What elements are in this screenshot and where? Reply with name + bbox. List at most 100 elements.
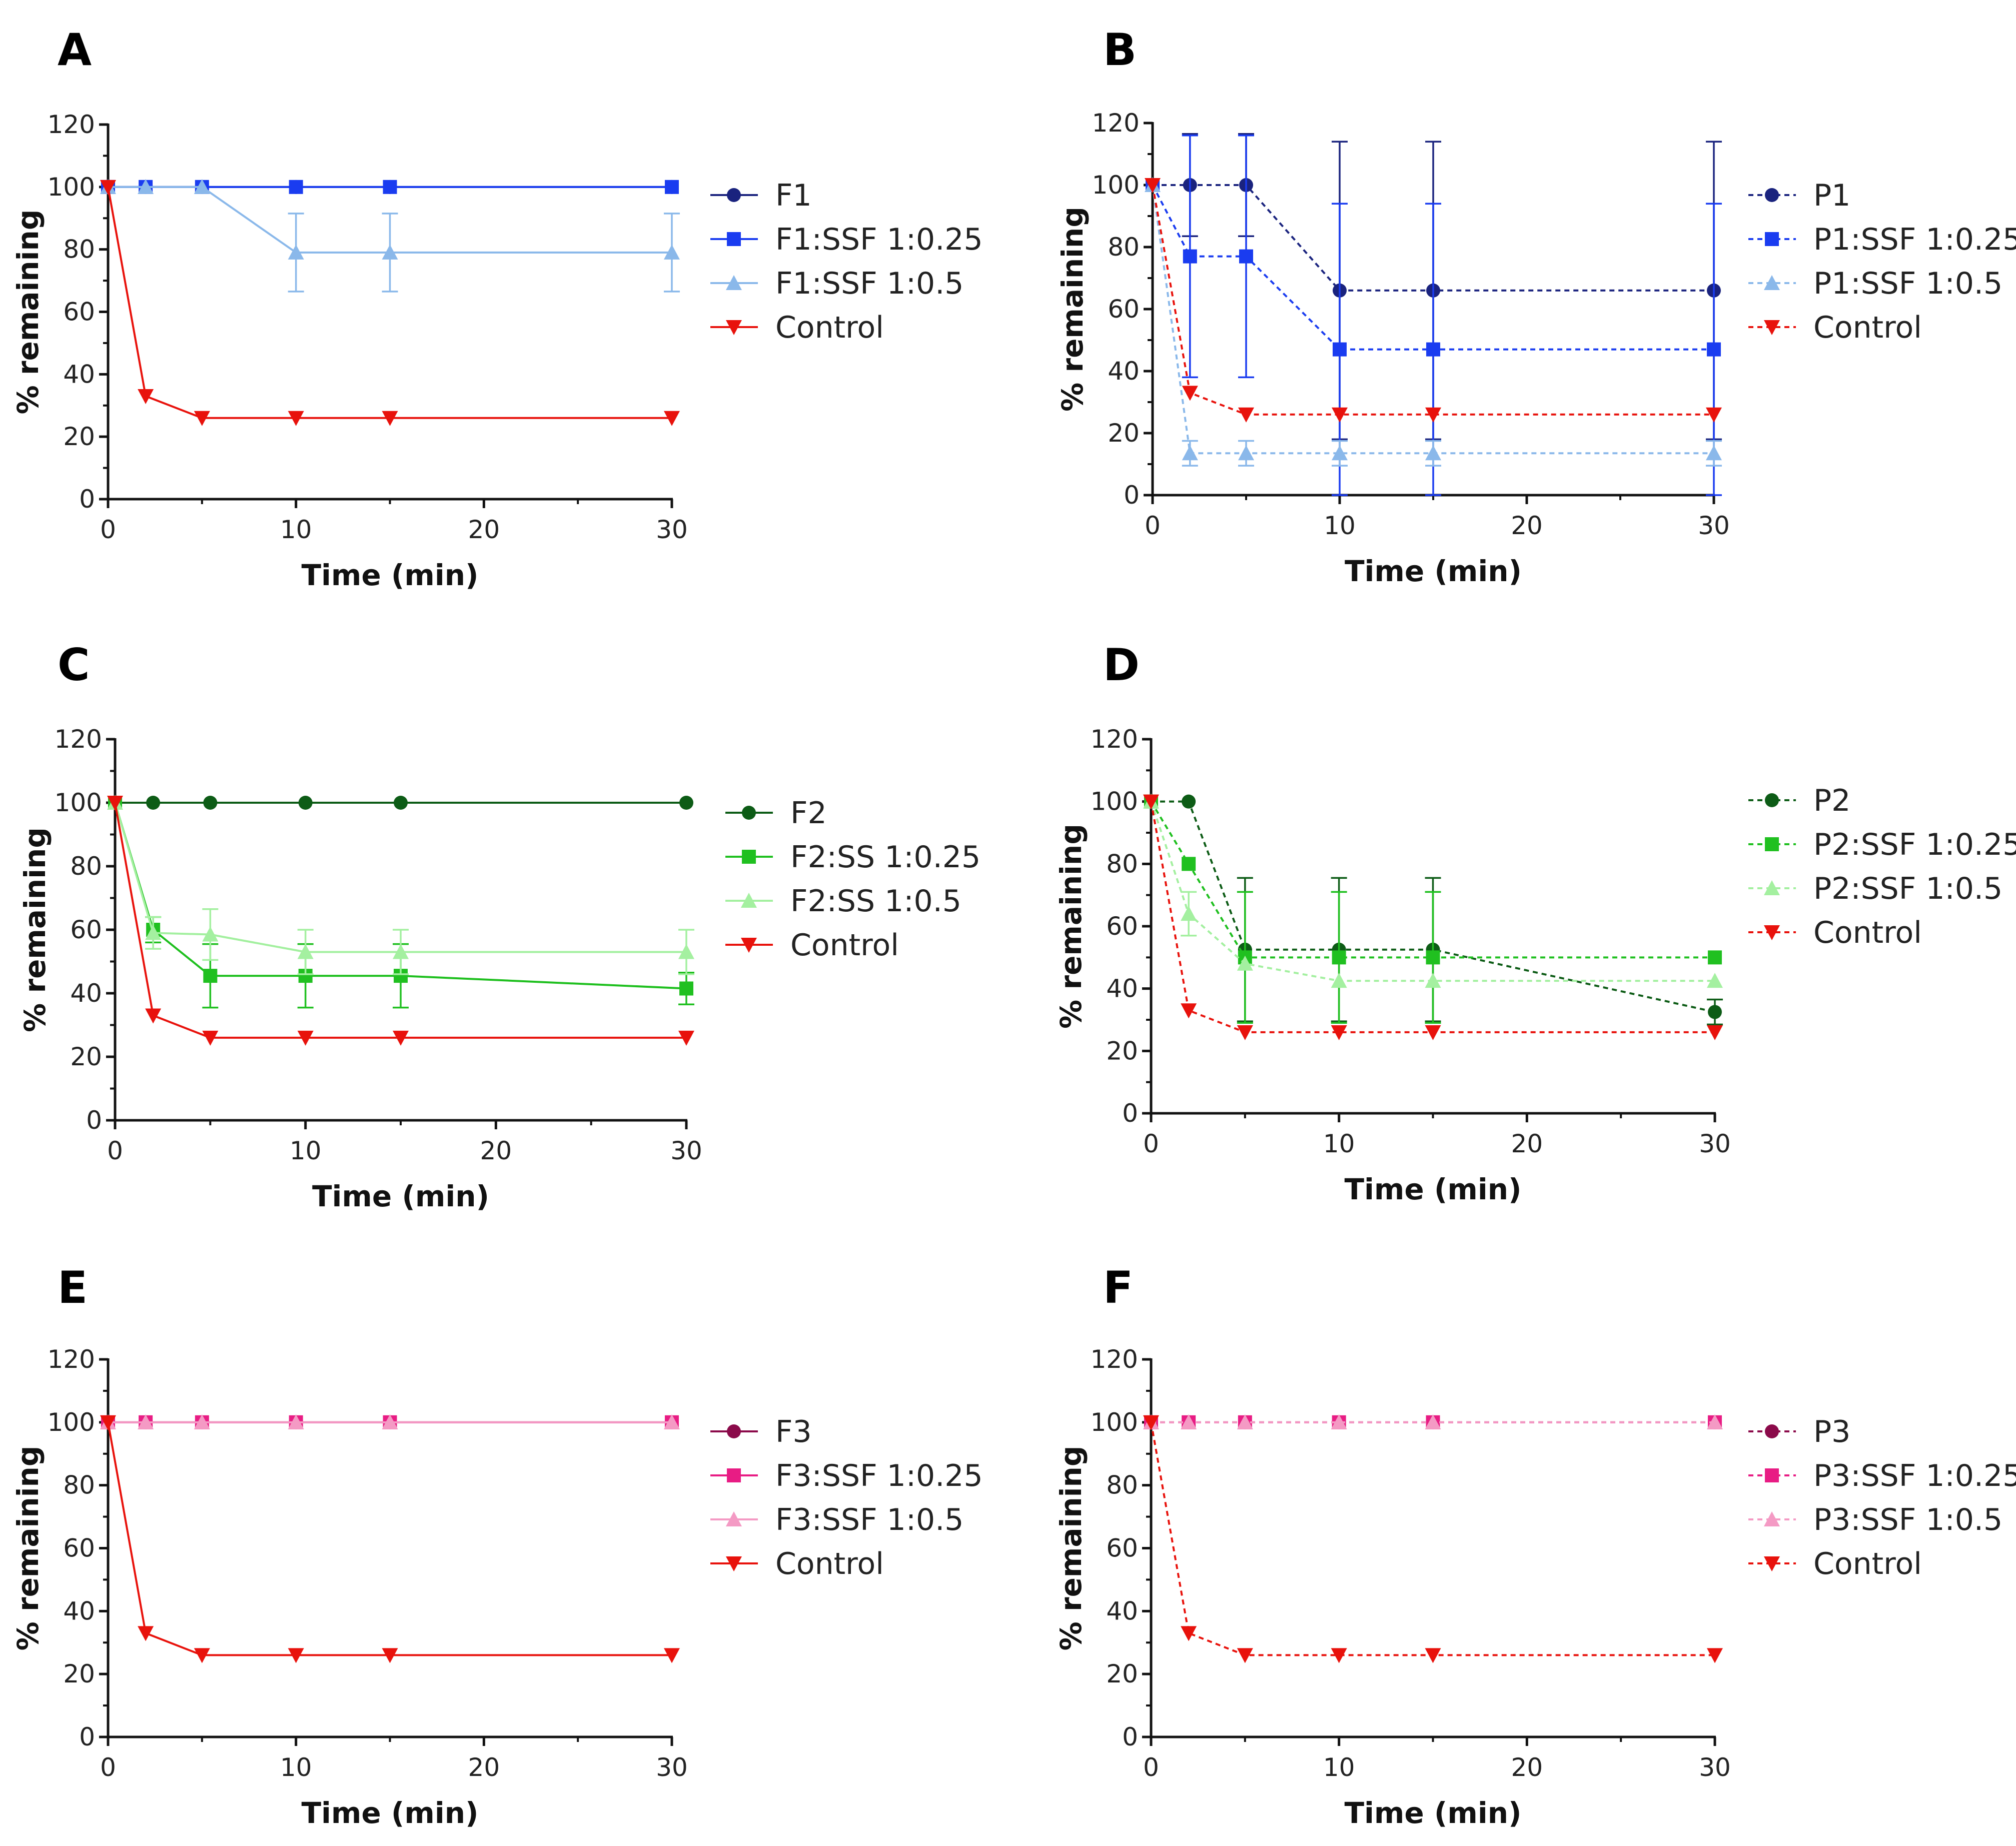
y-tick-label: 120 [1092, 109, 1140, 138]
data-point-triangle-up [202, 926, 219, 942]
data-point-triangle-up [138, 1414, 154, 1429]
x-tick-label: 20 [1511, 511, 1543, 540]
y-axis-title: % remaining [1054, 1446, 1088, 1651]
series-p1-ssf-1-0-5 [1145, 177, 1722, 467]
chart-panel-d: D 0 20 40 60 80 100 120 0 10 20 30 Time (min) % remai… [1054, 639, 2016, 1206]
data-point-square [1182, 857, 1196, 871]
y-tick-label: 80 [1106, 849, 1138, 878]
y-tick-label: 40 [1108, 357, 1140, 386]
y-tick-label: 20 [63, 1659, 95, 1688]
x-tick-label: 10 [1323, 1129, 1355, 1158]
legend: F1 F1:SSF 1:0.25 F1:SSF 1:0.5 Control [710, 178, 983, 345]
data-point-triangle-down [1425, 407, 1441, 423]
legend-item: F1 [710, 178, 812, 213]
legend-label: P1:SSF 1:0.5 [1813, 266, 2002, 301]
x-tick-label: 30 [1699, 1129, 1731, 1158]
y-tick-label: 40 [63, 360, 95, 389]
data-point-triangle-down [1181, 1626, 1197, 1641]
data-point-triangle-down [1332, 407, 1348, 423]
data-point-triangle-up [1764, 1511, 1780, 1526]
legend-item: P1:SSF 1:0.25 [1748, 222, 2016, 257]
data-point-triangle-up [1331, 973, 1347, 988]
x-tick-label: 10 [290, 1136, 322, 1165]
legend-label: P2 [1813, 783, 1850, 818]
panel-letter: C [58, 639, 90, 691]
data-point-circle [146, 796, 161, 810]
series-control [100, 1415, 680, 1663]
panel-letter: D [1103, 639, 1140, 691]
series-f2 [108, 796, 693, 810]
x-axis-title: Time (min) [1344, 1796, 1521, 1830]
legend-label: F2 [790, 796, 827, 831]
panel-letter: F [1103, 1262, 1133, 1313]
data-point-circle [298, 796, 313, 810]
legend-label: P3:SSF 1:0.5 [1813, 1502, 2002, 1537]
data-point-triangle-up [1706, 445, 1722, 461]
data-point-triangle-down [1181, 1003, 1197, 1019]
series-f3-ssf-1-0-5 [100, 1414, 680, 1429]
data-point-square [1426, 950, 1440, 965]
data-point-square [1707, 342, 1721, 357]
y-axis-title: % remaining [1054, 824, 1088, 1029]
data-point-triangle-down [145, 1008, 162, 1024]
series-line [107, 1422, 672, 1656]
y-tick-label: 120 [48, 110, 95, 139]
data-point-triangle-down [664, 1648, 680, 1663]
x-tick-label: 0 [1145, 511, 1161, 540]
y-tick-label: 20 [70, 1042, 102, 1071]
x-axis-title: Time (min) [301, 1796, 478, 1830]
series-p2-ssf-1-0-25 [1144, 794, 1722, 1024]
y-tick-label: 60 [63, 1534, 95, 1563]
legend-item: F2 [725, 796, 827, 831]
data-point-square [1765, 232, 1779, 246]
data-point-circle [1765, 188, 1779, 202]
legend-item: Control [710, 310, 884, 345]
series-f1-ssf-1-0-5 [100, 179, 680, 293]
data-point-circle [679, 796, 693, 810]
data-point-square [1765, 837, 1779, 851]
legend-label: F1 [775, 178, 812, 213]
y-tick-label: 40 [63, 1596, 95, 1625]
data-point-triangle-up [1425, 445, 1441, 461]
y-tick-label: 100 [1091, 1408, 1138, 1437]
legend: P2 P2:SSF 1:0.25 P2:SSF 1:0.5 Control [1748, 783, 2016, 950]
y-tick-label: 40 [70, 979, 102, 1008]
data-point-triangle-down [1145, 178, 1161, 193]
chart-panel-a: A 0 20 40 60 80 100 120 0 10 20 30 Time (min) % remai… [11, 24, 983, 592]
y-tick-label: 80 [63, 1471, 95, 1500]
legend: P3 P3:SSF 1:0.25 P3:SSF 1:0.5 Control [1748, 1414, 2016, 1581]
legend-item: P3 [1748, 1414, 1850, 1449]
data-point-triangle-down [741, 938, 757, 953]
y-tick-label: 100 [48, 1408, 95, 1437]
series-f2-ss-1-0-5 [107, 795, 694, 975]
data-point-triangle-up [1181, 906, 1197, 921]
data-point-triangle-down [664, 411, 680, 426]
data-point-triangle-down [1764, 1556, 1780, 1571]
y-tick-label: 60 [1106, 912, 1138, 941]
series-line [1150, 801, 1715, 1033]
data-point-square [1239, 249, 1253, 264]
legend-label: Control [1813, 310, 1922, 345]
y-tick-label: 60 [1106, 1534, 1138, 1563]
y-tick-label: 120 [55, 725, 102, 754]
y-tick-label: 60 [70, 915, 102, 944]
data-point-triangle-up [1237, 955, 1253, 971]
data-point-square [203, 969, 218, 983]
legend-label: P1 [1813, 178, 1850, 213]
series-line [114, 802, 686, 953]
data-point-circle [727, 188, 741, 202]
data-point-square [665, 180, 679, 194]
y-tick-label: 100 [1091, 787, 1138, 816]
series-line [1150, 1422, 1715, 1656]
x-axis-title: Time (min) [301, 558, 478, 592]
legend-label: F2:SS 1:0.5 [790, 884, 961, 919]
series-control [107, 796, 694, 1046]
legend-label: Control [775, 1546, 884, 1581]
y-tick-label: 20 [1106, 1659, 1138, 1688]
data-point-triangle-up [382, 1414, 398, 1429]
data-point-circle [742, 806, 756, 820]
y-axis-title: % remaining [11, 210, 45, 415]
series-control [100, 180, 680, 426]
x-axis-title: Time (min) [1344, 1172, 1521, 1206]
y-tick-label: 60 [63, 298, 95, 327]
